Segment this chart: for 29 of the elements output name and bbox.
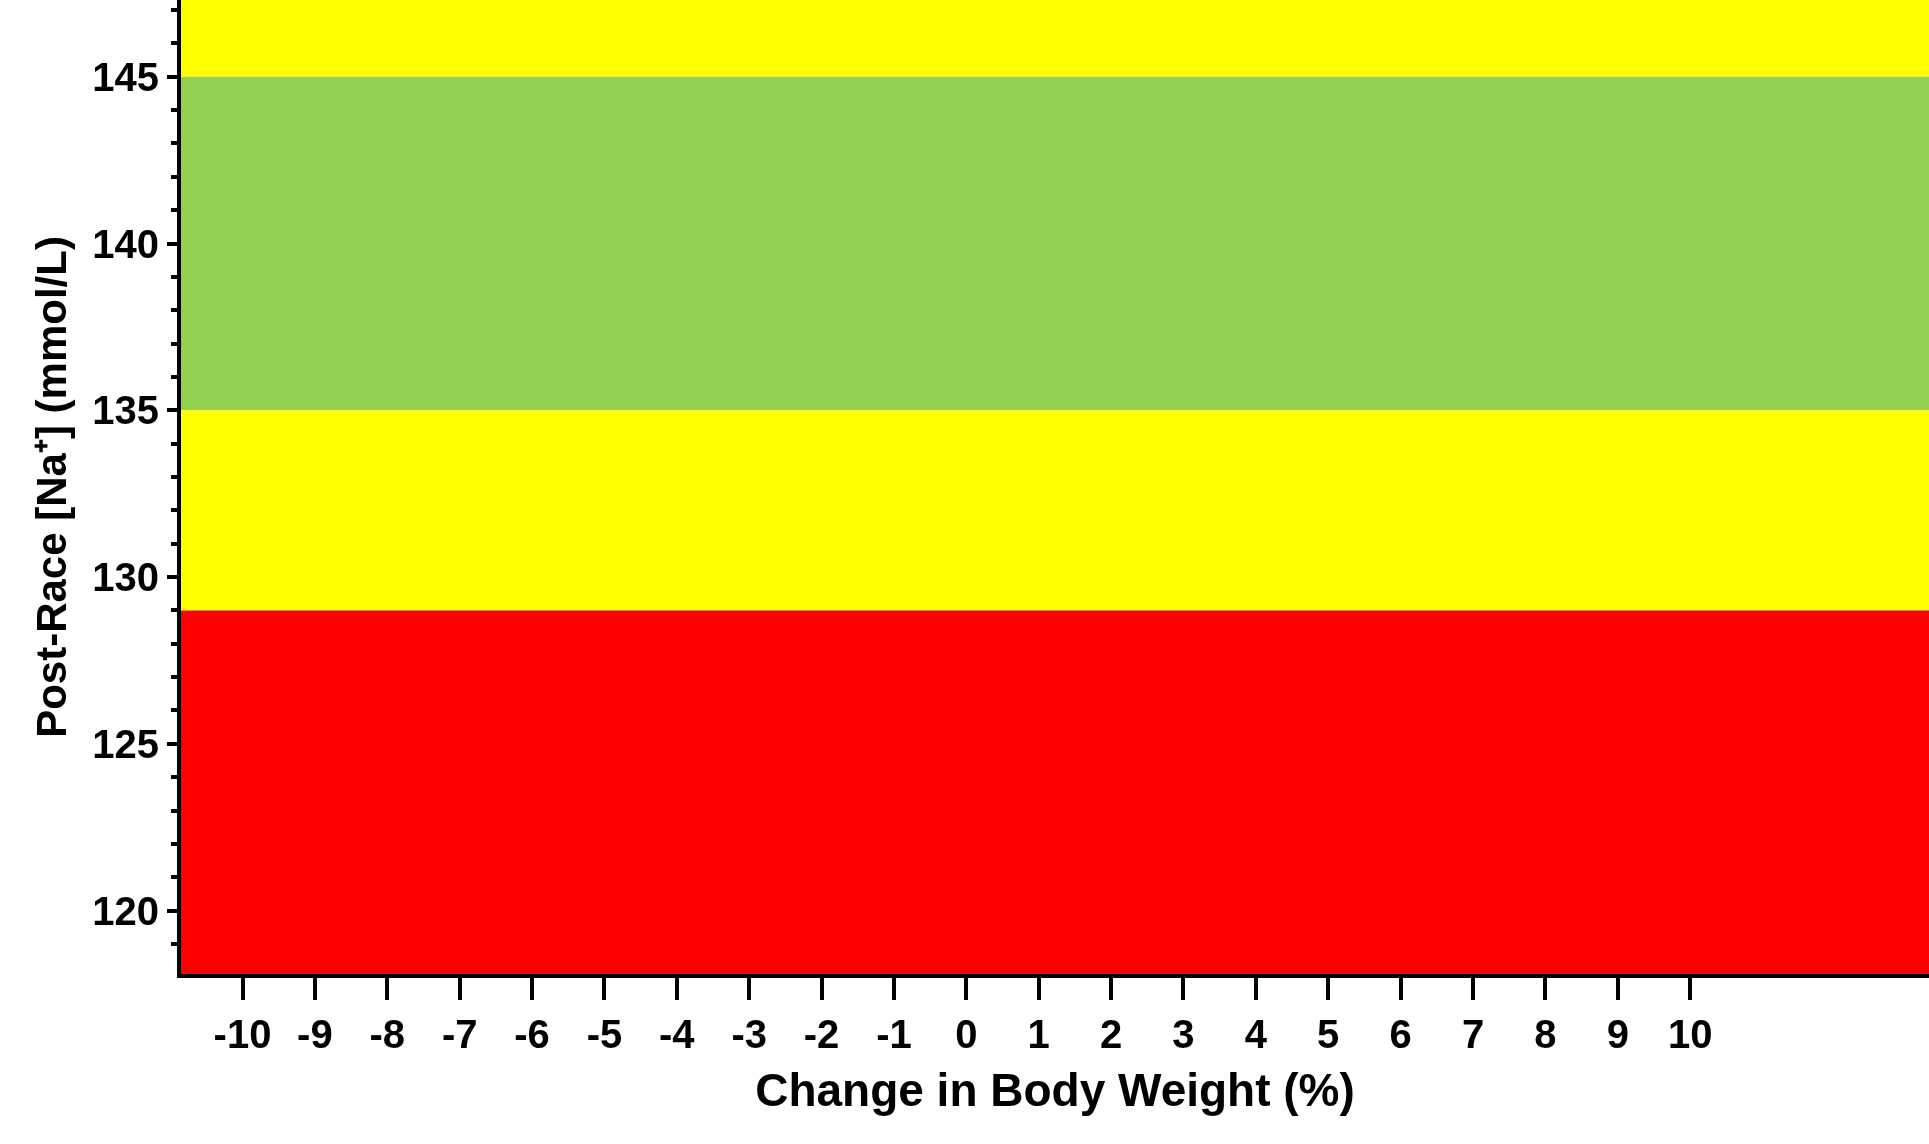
- y-tick-label: 125: [92, 721, 159, 766]
- x-tick-label: -8: [369, 1012, 406, 1056]
- x-tick-label: -1: [876, 1012, 912, 1056]
- x-tick-label: -5: [586, 1012, 623, 1056]
- y-tick-label: 120: [92, 888, 159, 933]
- x-tick-label: 3: [1172, 1012, 1195, 1056]
- x-tick-label: 6: [1389, 1012, 1412, 1056]
- x-tick-label: 7: [1461, 1012, 1485, 1056]
- y-tick-label: 145: [92, 54, 159, 99]
- x-tick-label: -7: [441, 1012, 478, 1056]
- x-axis-title: Change in Body Weight (%): [755, 1064, 1355, 1117]
- x-tick-label: 9: [1606, 1012, 1629, 1056]
- y-tick-label: 140: [92, 221, 159, 266]
- x-tick-label: 8: [1534, 1012, 1557, 1056]
- x-tick-label: 4: [1244, 1012, 1268, 1056]
- y-axis-title: Post-Race [Na⁺] (mmol/L): [27, 236, 75, 738]
- x-tick-label: -6: [514, 1012, 550, 1056]
- x-tick-label: -2: [803, 1012, 840, 1056]
- x-tick-label: -9: [297, 1012, 333, 1056]
- x-tick-label: 0: [955, 1012, 978, 1056]
- x-tick-label: 1: [1027, 1012, 1050, 1056]
- x-tick-label: -3: [731, 1012, 767, 1056]
- x-tick-label: 10: [1667, 1012, 1713, 1056]
- x-tick-label: -4: [659, 1012, 696, 1056]
- x-tick-label: 5: [1317, 1012, 1340, 1056]
- y-tick-label: 130: [92, 555, 159, 600]
- y-tick-label: 135: [92, 388, 159, 433]
- x-tick-label: -10: [213, 1012, 272, 1056]
- x-tick-label: 2: [1099, 1012, 1123, 1056]
